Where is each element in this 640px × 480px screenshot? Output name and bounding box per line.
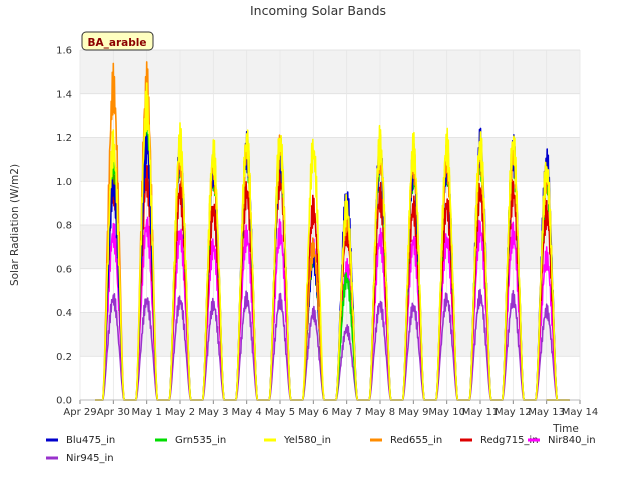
x-tick-label: May 7 (332, 407, 362, 418)
background-band (80, 312, 580, 357)
x-tick-label: May 4 (232, 407, 262, 418)
y-tick-label: 1.2 (56, 133, 72, 144)
y-tick-label: 0.8 (56, 221, 72, 232)
legend-label: Nir945_in (66, 453, 114, 464)
site-label: BA_arable (88, 37, 147, 49)
legend-label: Yel580_in (283, 435, 331, 446)
y-axis-ticks: 0.0 0.2 0.4 0.6 0.8 1.0 1.2 1.4 1.6 (56, 46, 72, 407)
x-tick-label: May 8 (365, 407, 395, 418)
legend-label: Redg715_in (480, 435, 539, 446)
background-band (80, 137, 580, 182)
y-tick-label: 0.4 (56, 308, 72, 319)
legend-label: Grn535_in (175, 435, 226, 446)
background-band (80, 181, 580, 225)
x-tick-label: May 14 (562, 407, 599, 418)
legend: Blu475_in Grn535_in Yel580_in Red655_in Redg… (46, 435, 596, 464)
x-tick-label: May 10 (428, 407, 465, 418)
background-band (80, 268, 580, 313)
legend-label: Red655_in (390, 435, 442, 446)
x-tick-label: May 9 (398, 407, 428, 418)
x-tick-label: Apr 29 (63, 407, 96, 418)
y-tick-label: 0.0 (56, 396, 72, 407)
legend-label: Blu475_in (66, 435, 115, 446)
legend-label: Nir840_in (548, 435, 596, 446)
site-label-box: BA_arable (81, 31, 154, 51)
x-tick-label: May 2 (165, 407, 195, 418)
x-tick-label: May 5 (265, 407, 295, 418)
chart-title: Incoming Solar Bands (250, 3, 386, 18)
background-band (80, 356, 580, 400)
background-band (80, 225, 580, 269)
x-tick-label: May 13 (528, 407, 565, 418)
x-tick-label: May 11 (462, 407, 499, 418)
x-tick-label: Apr 30 (97, 407, 130, 418)
background-band (80, 93, 580, 138)
y-tick-label: 0.6 (56, 264, 72, 275)
background-band (80, 50, 580, 94)
x-axis-label: Time (552, 423, 579, 435)
y-axis-label: Solar Radiation (W/m2) (9, 164, 21, 286)
y-tick-label: 0.2 (56, 352, 72, 363)
y-tick-label: 1.4 (56, 89, 72, 100)
y-tick-label: 1.6 (56, 46, 72, 57)
x-tick-label: May 6 (298, 407, 328, 418)
x-tick-label: May 1 (132, 407, 162, 418)
background-bands (80, 50, 580, 400)
y-tick-label: 1.0 (56, 177, 72, 188)
x-tick-label: May 3 (198, 407, 228, 418)
x-axis-ticks: Apr 29 Apr 30 May 1 May 2 May 3 May 4 May 5 May… (63, 400, 598, 418)
x-tick-label: May 12 (495, 407, 532, 418)
